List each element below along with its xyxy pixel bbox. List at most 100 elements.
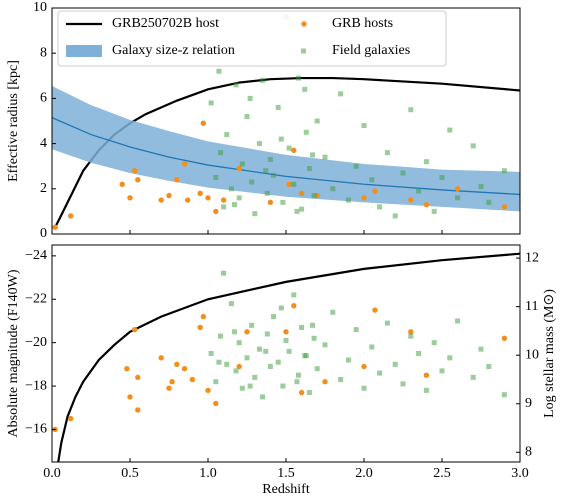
grb-host: [286, 181, 292, 187]
field-galaxy: [295, 75, 301, 81]
grb-host: [236, 165, 242, 172]
grb-host: [197, 324, 203, 331]
grb-host: [205, 195, 211, 201]
field-galaxy: [353, 327, 359, 333]
field-galaxy: [439, 175, 445, 180]
grb-host: [361, 363, 367, 370]
field-galaxy: [263, 168, 269, 174]
grb-host: [181, 161, 188, 167]
field-galaxy: [260, 394, 266, 400]
size-band: [52, 85, 520, 212]
field-galaxy: [384, 320, 390, 326]
field-galaxy: [271, 314, 277, 320]
field-galaxy: [306, 390, 312, 396]
field-galaxy: [208, 351, 214, 356]
grb-host: [267, 199, 274, 206]
grb-host: [68, 213, 74, 219]
field-galaxy: [208, 100, 214, 106]
grb-host: [174, 177, 180, 183]
field-galaxy: [306, 165, 312, 171]
field-galaxy: [361, 123, 367, 129]
field-galaxy: [228, 186, 234, 192]
grb-host: [236, 363, 242, 370]
field-galaxy: [377, 204, 383, 210]
field-galaxy: [249, 179, 255, 185]
y2-tick-label: 11: [525, 299, 538, 314]
grb-host: [158, 197, 164, 203]
grb-host: [127, 394, 133, 400]
grb-host: [423, 201, 430, 208]
field-galaxy: [303, 129, 309, 135]
grb-host: [372, 188, 378, 194]
field-galaxy: [361, 385, 367, 391]
field-galaxy: [384, 150, 390, 156]
grb-host: [68, 415, 74, 422]
y2-tick-label: 8: [525, 445, 532, 460]
grb-host: [166, 385, 172, 391]
grb-host: [131, 326, 138, 333]
field-galaxy: [286, 145, 292, 151]
y-tick-label: −18: [25, 378, 47, 393]
field-galaxy: [278, 136, 284, 142]
y-tick-label: 10: [33, 0, 47, 15]
field-galaxy: [392, 213, 398, 219]
grb-host: [423, 372, 430, 378]
field-galaxy: [501, 392, 507, 398]
field-galaxy: [221, 270, 227, 276]
field-galaxy: [314, 118, 320, 124]
grb-host: [213, 208, 219, 215]
field-galaxy: [486, 364, 492, 370]
field-galaxy: [294, 379, 300, 385]
x-tick-label: 0.5: [121, 466, 139, 481]
grb-host: [220, 197, 227, 203]
y-tick-label: 2: [40, 181, 47, 196]
field-galaxy: [216, 68, 222, 74]
grb-host: [501, 335, 508, 342]
field-galaxy: [478, 184, 484, 190]
field-galaxy: [286, 348, 292, 354]
grb-host: [135, 407, 141, 413]
field-galaxy: [486, 199, 492, 205]
grb-host: [501, 204, 508, 210]
field-galaxy: [291, 181, 297, 187]
field-galaxy: [294, 208, 300, 214]
y2-axis-label: Log stellar mass (M⊙): [542, 289, 557, 418]
field-galaxy: [233, 82, 239, 88]
legend-label: GRB hosts: [332, 16, 393, 31]
field-galaxy: [291, 292, 297, 298]
grb-host: [158, 355, 164, 361]
field-galaxy: [264, 331, 270, 337]
field-galaxy: [278, 305, 284, 311]
field-galaxy: [283, 337, 289, 343]
field-galaxy: [447, 127, 453, 133]
host-curve: [54, 76, 520, 228]
field-galaxy: [338, 377, 344, 383]
grb-host: [174, 361, 180, 368]
field-galaxy: [455, 195, 461, 201]
field-galaxy: [392, 361, 398, 367]
field-galaxy: [311, 193, 317, 199]
field-galaxy: [423, 387, 429, 393]
y-tick-label: 6: [40, 91, 47, 106]
grb-host: [181, 365, 188, 372]
y-axis-label: Effective radius [kpc]: [6, 60, 21, 182]
field-galaxy: [247, 383, 253, 389]
grb-host: [131, 168, 138, 174]
legend: GRB250702B host Galaxy size-z relation GRB…: [57, 10, 447, 67]
field-galaxy: [338, 91, 344, 97]
plot-area: [52, 14, 520, 230]
field-galaxy: [377, 370, 383, 376]
grb-host: [200, 120, 207, 126]
y-tick-label: 8: [40, 45, 47, 60]
field-galaxy: [478, 346, 484, 352]
field-galaxy: [400, 381, 406, 387]
field-galaxy: [299, 206, 305, 212]
grb-host: [205, 387, 211, 394]
grb-host: [291, 147, 297, 154]
field-galaxy: [423, 159, 429, 165]
grb-host: [185, 197, 191, 203]
field-galaxy: [213, 379, 219, 385]
field-galaxy: [455, 318, 461, 324]
axes-frame: [51, 244, 521, 463]
field-galaxy: [280, 199, 286, 205]
